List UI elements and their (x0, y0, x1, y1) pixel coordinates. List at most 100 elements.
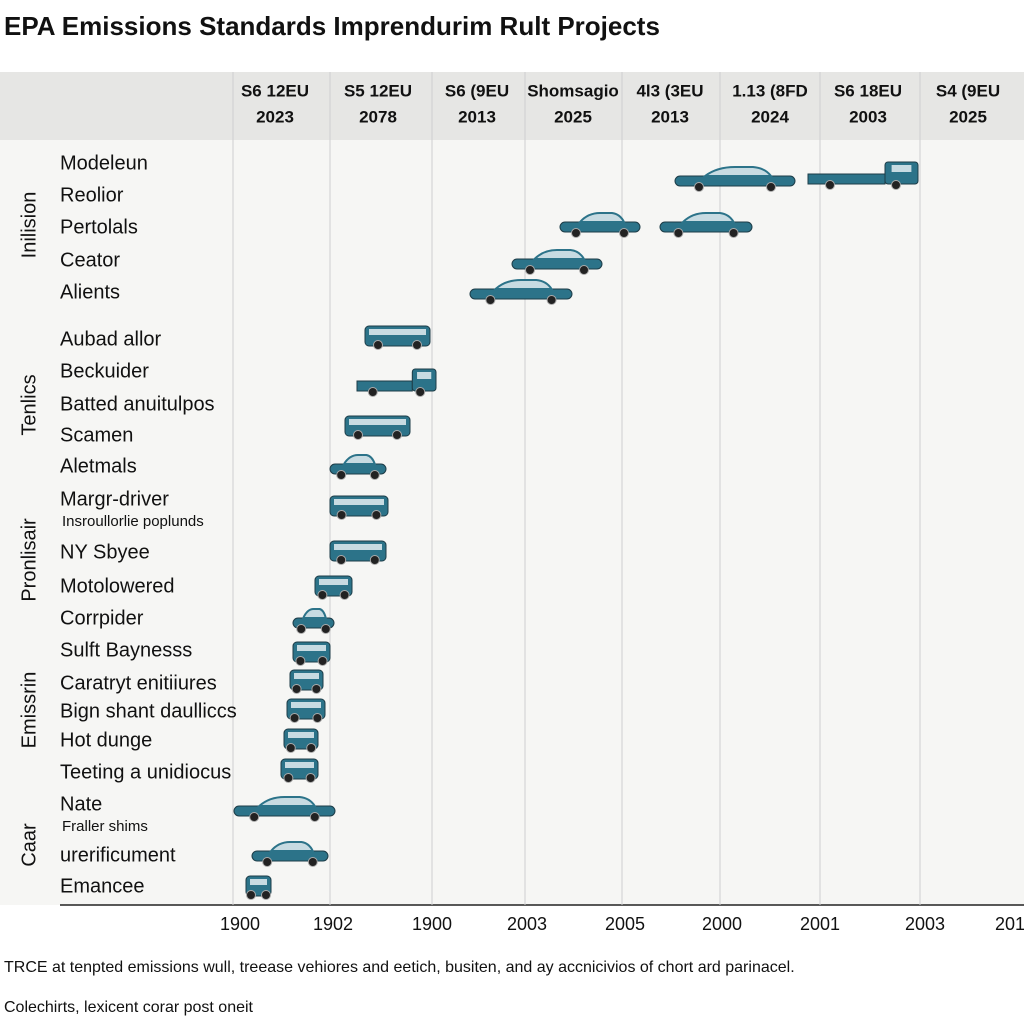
vehicle-icon (659, 212, 753, 238)
vehicle-icon (329, 495, 389, 520)
vehicle-wheel (312, 713, 323, 723)
vehicle-wheel (249, 812, 260, 822)
column-header: 1.13 (8FD (732, 81, 808, 100)
vehicle-wheel (309, 812, 320, 822)
column-header-year: 2003 (849, 107, 887, 126)
row-label: Motolowered (60, 575, 175, 597)
vehicle-wheel (317, 590, 328, 600)
vehicle-window (294, 673, 319, 679)
vehicle-wheel (367, 387, 378, 397)
vehicle-icon (314, 575, 353, 600)
vehicle-wheel (296, 624, 307, 634)
vehicle-cabin (256, 796, 317, 807)
row-label: Emancee (60, 875, 145, 897)
vehicle-wheel (262, 857, 273, 867)
vehicle-icon (329, 540, 387, 565)
vehicle-wheel (571, 228, 581, 238)
vehicle-wheel (320, 624, 331, 634)
vehicle-icon (251, 841, 329, 867)
group-label: Emissrin (18, 672, 40, 749)
column-header: S6 (9EU (445, 81, 509, 100)
vehicle-icon (286, 698, 326, 723)
column-header: S4 (9EU (936, 81, 1000, 100)
vehicle-icon (469, 279, 573, 305)
vehicle-wheel (825, 180, 835, 190)
vehicle-window (334, 499, 384, 505)
vehicle-icon (674, 166, 796, 192)
vehicle-cabin (301, 608, 328, 619)
vehicle-cabin (268, 841, 315, 852)
row-sublabel: Fraller shims (62, 818, 148, 835)
vehicle-wheel (305, 773, 316, 783)
row-label: Scamen (60, 424, 133, 446)
vehicle-cabin (342, 454, 377, 465)
column-header: Shomsagio (527, 81, 619, 100)
vehicle-icon (511, 249, 603, 275)
column-header-year: 2025 (554, 107, 592, 126)
row-label: Caratryt enitiiures (60, 672, 217, 694)
row-label: Batted anuitulpos (60, 393, 215, 415)
vehicle-body (469, 288, 573, 300)
row-label: Nate (60, 793, 102, 815)
vehicle-window (250, 879, 267, 885)
vehicle-wheel (373, 340, 383, 350)
group-label: Caar (18, 823, 40, 867)
vehicle-icon (344, 415, 411, 440)
column-header-year: 2013 (651, 107, 689, 126)
vehicle-cabin (492, 279, 554, 290)
vehicle-wheel (317, 656, 328, 666)
vehicle-cabin (680, 212, 736, 223)
row-label: Sulft Baynesss (60, 639, 192, 661)
vehicle-wheel (336, 470, 347, 480)
group-label: Tenlics (18, 374, 40, 435)
vehicle-icon (292, 608, 335, 634)
column-header-year: 2025 (949, 107, 987, 126)
vehicle-window (288, 732, 314, 738)
vehicle-icon (807, 161, 919, 190)
vehicle-wheel (246, 890, 256, 900)
footnote: TRCE at tenpted emissions wull, treease … (4, 959, 795, 976)
column-header: S6 18EU (834, 81, 902, 100)
vehicle-icon (292, 641, 331, 666)
vehicle-icon (364, 325, 431, 350)
vehicle-wheel (728, 228, 739, 238)
vehicle-wheel (392, 430, 402, 440)
vehicle-wheel (412, 340, 422, 350)
vehicle-wheel (619, 228, 629, 238)
row-label: Pertolals (60, 216, 138, 238)
column-header-year: 2024 (751, 107, 789, 126)
vehicle-window (349, 419, 406, 425)
vehicle-cabin (577, 212, 626, 223)
vehicle-wheel (546, 295, 557, 305)
x-tick-label: 201 (995, 914, 1024, 934)
vehicle-icon (329, 454, 387, 480)
vehicle-wheel (371, 510, 382, 520)
vehicle-body (511, 258, 603, 270)
vehicle-wheel (415, 387, 426, 397)
row-label: urerificument (60, 844, 176, 866)
vehicle-window (891, 165, 912, 172)
x-tick-label: 2003 (507, 914, 547, 934)
row-label: Modeleun (60, 152, 148, 174)
vehicle-wheel (306, 743, 317, 753)
x-tick-label: 2003 (905, 914, 945, 934)
x-tick-label: 2005 (605, 914, 645, 934)
vehicle-wheel (579, 265, 589, 275)
vehicle-window (285, 762, 314, 768)
x-tick-label: 1900 (220, 914, 260, 934)
vehicle-window (334, 544, 382, 550)
x-tick-label: 1902 (313, 914, 353, 934)
vehicle-body (233, 805, 336, 817)
vehicle-wheel (311, 684, 322, 694)
vehicle-wheel (891, 180, 901, 190)
row-label: Teeting a unidiocus (60, 761, 231, 783)
vehicle-body (659, 221, 753, 233)
vehicle-wheel (307, 857, 318, 867)
vehicle-icon (233, 796, 336, 822)
vehicle-wheel (291, 684, 302, 694)
footnote: Colechirts, lexicent corar post oneit (4, 999, 254, 1016)
vehicle-window (369, 329, 426, 335)
row-label: Beckuider (60, 360, 149, 382)
vehicle-wheel (295, 656, 306, 666)
row-label: Aubad allor (60, 328, 162, 350)
